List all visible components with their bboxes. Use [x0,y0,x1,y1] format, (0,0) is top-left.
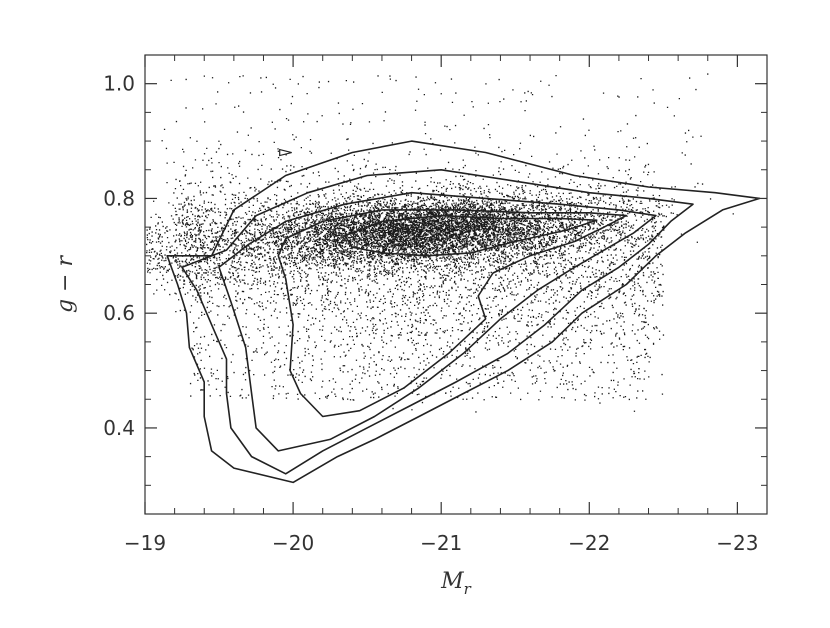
x-tick-label: −20 [272,531,314,555]
x-axis-title-sub: r [464,580,472,598]
x-tick-label: −22 [568,531,610,555]
y-axis-title: g − r [53,255,78,314]
x-axis-title-main: M [440,569,464,594]
contour-third [218,191,657,452]
y-tick-label: 0.4 [103,416,135,440]
density-contours [166,140,761,484]
contour-fourth [277,209,628,418]
contour-second [181,169,694,475]
y-tick-label: 0.8 [103,186,135,210]
contour-outer [166,140,761,484]
y-tick-label: 1.0 [103,72,135,96]
contour-inner [344,214,598,257]
x-tick-label: −23 [716,531,758,555]
x-axis-title: Mr [440,569,472,598]
scatter-points [146,73,734,413]
x-tick-label: −21 [420,531,462,555]
triangle-marker [279,148,292,157]
y-tick-label: 0.6 [103,301,135,325]
tick-labels: −19 −20 −21 −22 −23 0.4 0.6 0.8 1.0 [103,72,758,555]
x-tick-label: −19 [124,531,166,555]
axis-ticks [144,55,768,515]
scatter-point-cloud [146,73,734,413]
